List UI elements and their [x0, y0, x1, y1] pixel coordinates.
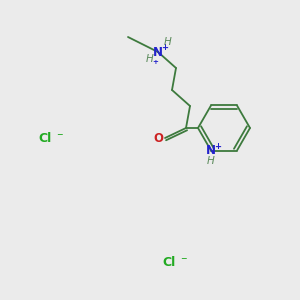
Text: ⁻: ⁻: [56, 131, 63, 145]
Text: H: H: [207, 155, 215, 166]
Text: N: N: [206, 144, 216, 157]
Text: O: O: [153, 131, 163, 145]
Text: Cl: Cl: [162, 256, 175, 268]
Text: +: +: [152, 59, 158, 65]
Text: H: H: [146, 54, 154, 64]
Text: H: H: [164, 37, 172, 47]
Text: +: +: [161, 43, 169, 52]
Text: N: N: [153, 46, 163, 59]
Text: Cl: Cl: [38, 131, 51, 145]
Text: +: +: [214, 142, 221, 151]
Text: ⁻: ⁻: [180, 256, 187, 268]
